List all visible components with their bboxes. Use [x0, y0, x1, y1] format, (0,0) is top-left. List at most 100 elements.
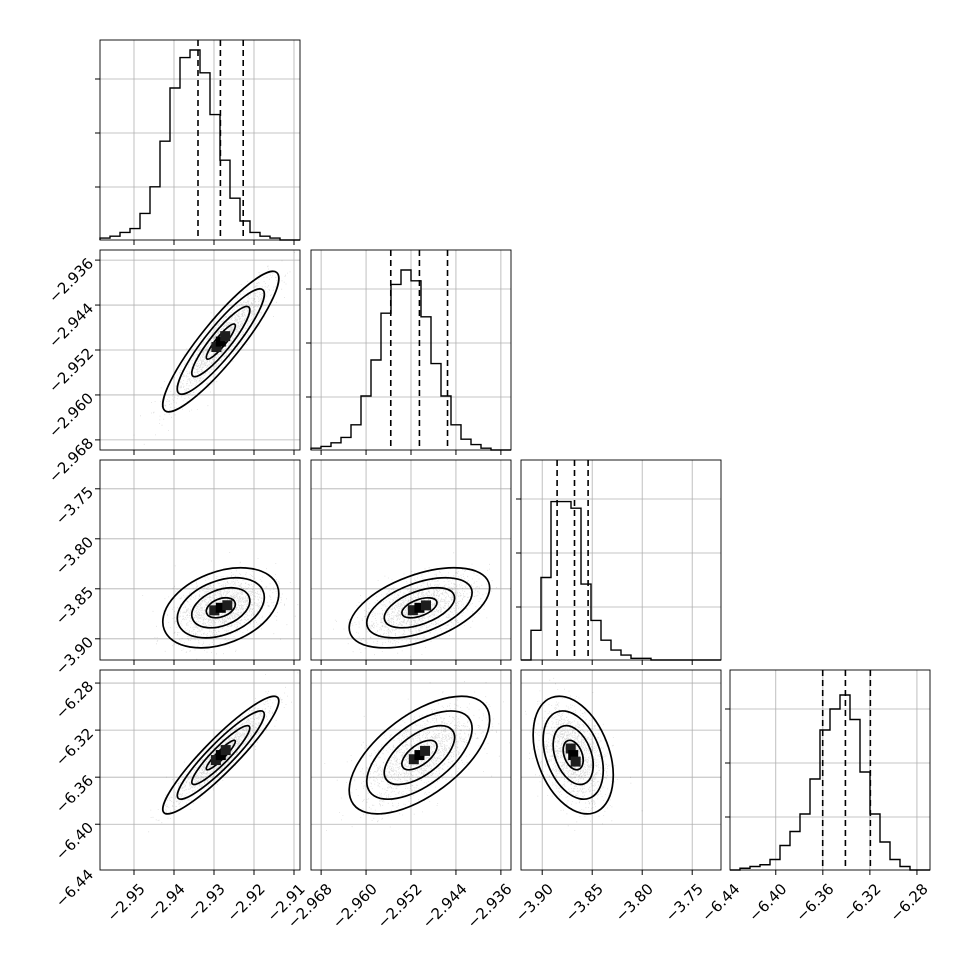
panel-2-1 [310, 459, 512, 665]
y-axis-3: −6.44−6.40−6.36−6.32−6.28 [52, 677, 97, 910]
panel-frame [99, 669, 301, 871]
contour-level [552, 724, 595, 786]
tick-label-x: −6.40 [745, 880, 790, 925]
tick-label-y: −3.90 [52, 633, 97, 678]
histogram-2 [521, 500, 721, 661]
panel-0-0 [95, 39, 301, 245]
tick-label-x: −2.93 [184, 880, 229, 925]
tick-label-y: −6.40 [52, 819, 97, 864]
tick-label-x: −2.944 [419, 880, 471, 932]
contour-level [161, 270, 280, 413]
sample-points [525, 677, 643, 831]
y-axis-1: −2.968−2.960−2.952−2.944−2.936 [45, 254, 97, 486]
density-peak-cell [568, 750, 579, 761]
contour-level [348, 566, 491, 649]
contour-level [190, 305, 251, 378]
tick-label-y: −2.960 [45, 389, 97, 441]
tick-label-x: −2.92 [224, 880, 269, 925]
tick-label-x: −2.960 [329, 880, 381, 932]
histogram-3 [730, 694, 930, 871]
tick-label-y: −2.944 [45, 299, 97, 351]
contour-level [176, 576, 266, 639]
tick-label-y: −6.32 [52, 724, 97, 769]
tick-label-x: −6.44 [698, 880, 743, 925]
panel-frame [99, 459, 301, 661]
density-peak-cell [220, 745, 231, 756]
density-peak-cell [408, 754, 419, 765]
panel-frame [99, 39, 301, 241]
tick-label-x: −3.80 [612, 880, 657, 925]
contour-level [542, 710, 605, 801]
x-axis-2: −3.90 −3.85 −3.80 −3.75 [512, 880, 707, 925]
x-axis-1: −2.968−2.960−2.952−2.944−2.936 [284, 880, 516, 932]
panel-3-2 [520, 669, 722, 875]
density-2-0 [142, 552, 299, 660]
density-peak-cell [414, 602, 425, 613]
density-peak-cell [421, 600, 432, 611]
density-peak-cell [420, 745, 431, 756]
tick-label-x: −6.36 [792, 880, 837, 925]
contour-level [190, 724, 251, 786]
tick-label-x: −2.94 [144, 880, 189, 925]
density-3-0 [148, 672, 299, 833]
tick-label-y: −6.44 [52, 866, 97, 911]
tick-label-y: −3.85 [52, 583, 97, 628]
x-axis-3: −6.44 −6.40 −6.36 −6.32 −6.28 [698, 880, 931, 925]
contour-level [348, 695, 491, 815]
density-1-0 [133, 252, 295, 445]
density-peak-cell [414, 750, 425, 761]
density-peak-cell [215, 602, 226, 613]
panel-1-0 [95, 249, 301, 455]
tick-label-x: −3.90 [512, 880, 557, 925]
tick-label-y: −6.36 [52, 772, 97, 817]
contour-level [176, 710, 266, 801]
density-peak-cell [222, 600, 233, 611]
density-peak-cell [570, 756, 581, 767]
y-axis-2: −3.90 −3.85 −3.80 −3.75 [52, 483, 97, 678]
panel-3-3 [725, 669, 931, 875]
contour-level [190, 586, 251, 629]
x-axis-0: −2.95−2.94−2.93−2.92−2.91 [104, 880, 309, 925]
density-3-2 [525, 677, 643, 831]
tick-label-x: −6.32 [839, 880, 884, 925]
contour-level [401, 596, 438, 619]
tick-label-y: −2.952 [45, 344, 97, 396]
panel-1-1 [306, 249, 512, 455]
contour-level [383, 724, 456, 786]
tick-label-x: −3.85 [562, 880, 607, 925]
tick-label-x: −3.75 [662, 880, 707, 925]
panel-2-2 [516, 459, 722, 665]
contour-level [562, 739, 585, 771]
contour-level [383, 586, 456, 629]
contour-level [176, 288, 266, 396]
histogram-1 [310, 269, 511, 451]
tick-label-y: −3.75 [52, 483, 97, 528]
density-peak-cell [407, 605, 418, 616]
contour-level [161, 695, 280, 815]
panel-frame [520, 669, 722, 871]
tick-label-x: −2.95 [104, 880, 149, 925]
tick-label-x: −2.952 [374, 880, 426, 932]
contour-level [161, 566, 280, 649]
density-3-1 [324, 681, 510, 831]
contour-level [532, 695, 615, 815]
density-peak-cell [209, 605, 220, 616]
contour-level [365, 710, 473, 801]
contour-level [401, 739, 438, 771]
density-2-1 [333, 552, 497, 658]
panel-3-0 [95, 669, 301, 875]
panel-2-0 [95, 459, 301, 665]
density-peak-cell [215, 336, 226, 347]
tick-label-x: −2.936 [464, 880, 516, 932]
panel-3-1 [310, 669, 512, 875]
contour-level [205, 596, 237, 619]
tick-label-y: −2.936 [45, 254, 97, 306]
panel-frame [520, 459, 722, 661]
contour-level [365, 576, 473, 639]
tick-label-x: −6.28 [886, 880, 931, 925]
tick-label-y: −3.80 [52, 533, 97, 578]
density-peak-cell [211, 342, 222, 353]
histogram-0 [99, 49, 300, 241]
density-peak-cell [220, 331, 231, 342]
